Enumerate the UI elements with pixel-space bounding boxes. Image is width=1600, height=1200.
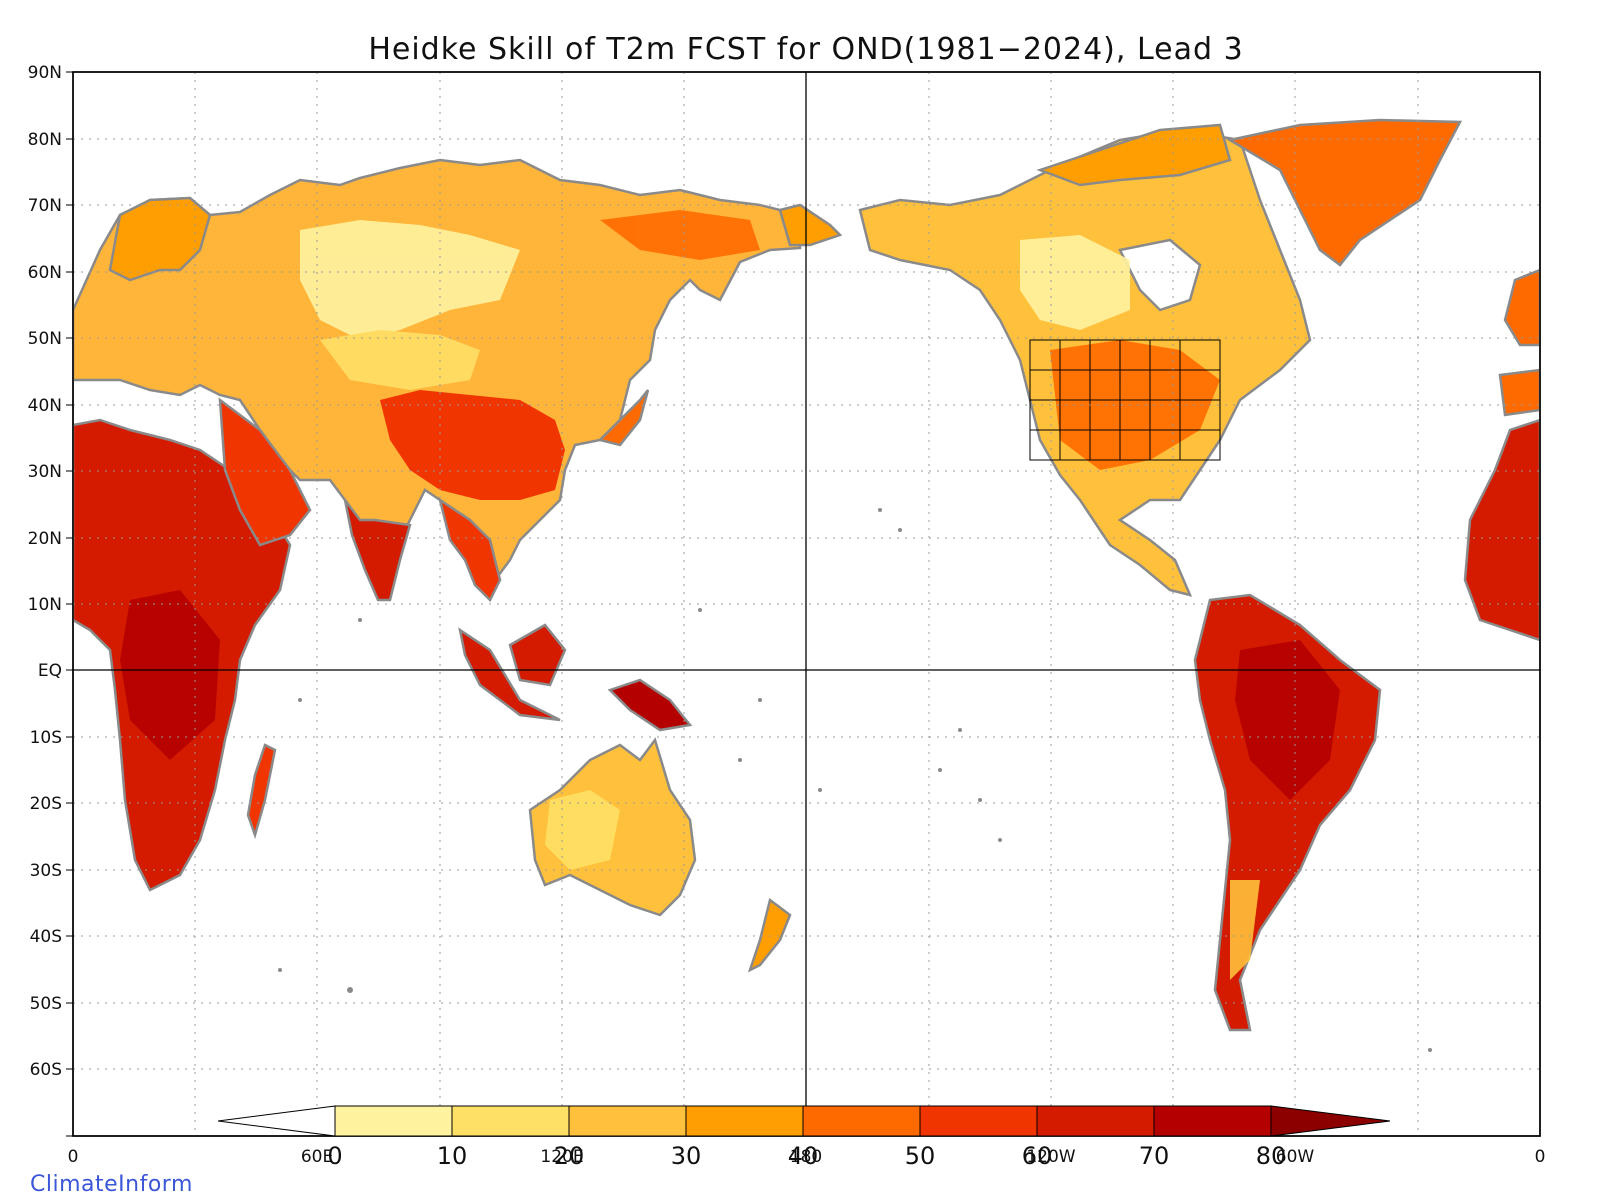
lat-label: 60S — [30, 1060, 62, 1080]
water-hudson-bay — [1118, 238, 1202, 312]
landmass-indonesia — [458, 623, 567, 722]
lat-label: 40S — [30, 927, 62, 947]
latitude-ticks — [66, 71, 73, 1137]
colorbar-bin — [1153, 1105, 1272, 1137]
landmass-se-asia — [438, 497, 502, 603]
colorbar-tick-label: 40 — [788, 1142, 819, 1170]
colorbar-bin — [568, 1105, 687, 1137]
lat-label: 20S — [30, 794, 62, 814]
lat-label: 60N — [28, 263, 62, 283]
lat-label: 30S — [30, 861, 62, 881]
latitude-labels: 90N 80N 70N 60N 50N 40N 30N 20N 10N EQ 1… — [28, 63, 62, 1080]
colorbar-tick-label: 20 — [554, 1142, 585, 1170]
lat-label: EQ — [38, 661, 62, 681]
colorbar-tick-label: 70 — [1139, 1142, 1170, 1170]
lon-label: 60E — [301, 1147, 333, 1167]
lat-label: 40N — [28, 396, 62, 416]
colorbar-bin — [919, 1105, 1038, 1137]
landmass-japan — [597, 389, 650, 447]
lon-label: 180 — [790, 1147, 822, 1167]
landmass-new-zealand — [747, 897, 792, 973]
colorbar-tick-label: 0 — [327, 1142, 342, 1170]
landmass-scandinavia — [108, 196, 212, 282]
lat-label: 70N — [28, 196, 62, 216]
lat-label: 10N — [28, 595, 62, 615]
brand-label: ClimateInform — [30, 1172, 193, 1197]
map-title: Heidke Skill of T2m FCST for OND(1981−20… — [368, 32, 1243, 67]
colorbar-tick-label: 60 — [1022, 1142, 1053, 1170]
landmass-arctic-islands — [1036, 123, 1232, 187]
colorbar-bin — [685, 1105, 804, 1137]
lat-label: 80N — [28, 130, 62, 150]
skill-texture — [120, 140, 1430, 980]
colorbar-bin — [1036, 1105, 1155, 1137]
landmass-new-guinea — [607, 678, 693, 732]
landmass-madagascar — [246, 743, 277, 840]
landmass-europe-east-edge — [1498, 268, 1540, 417]
colorbar-tick-label: 50 — [905, 1142, 936, 1170]
landmass-chukotka — [778, 203, 843, 247]
colorbar: 0 10 20 30 40 50 60 70 80 — [217, 1105, 1391, 1170]
landmass-india — [343, 499, 412, 602]
lat-label: 50S — [30, 994, 62, 1014]
lon-label: 0 — [68, 1147, 79, 1167]
colorbar-tick-label: 30 — [671, 1142, 702, 1170]
colorbar-tick-label: 80 — [1256, 1142, 1287, 1170]
us-states — [1029, 339, 1221, 461]
lon-label: 120W — [1026, 1147, 1075, 1167]
pacific-islands — [278, 508, 1432, 1052]
continents — [73, 118, 1540, 1052]
lat-label: 90N — [28, 63, 62, 83]
lat-label: 20N — [28, 529, 62, 549]
lat-label: 10S — [30, 728, 62, 748]
graticule — [73, 72, 1540, 1136]
lon-label: 60W — [1276, 1147, 1315, 1167]
colorbar-bin — [802, 1105, 921, 1137]
longitude-labels: 0 60E 120E 180 120W 60W 0 — [68, 1147, 1546, 1167]
colorbar-bin — [334, 1105, 453, 1137]
colorbar-bin — [451, 1105, 570, 1137]
colorbar-over-arrow — [1270, 1105, 1391, 1137]
landmass-arabia — [218, 397, 312, 547]
region-east-asia — [380, 390, 565, 500]
lon-label: 120E — [540, 1147, 583, 1167]
landmass-africa-east-edge — [1463, 418, 1540, 642]
colorbar-tick-label: 10 — [437, 1142, 468, 1170]
lat-label: 30N — [28, 462, 62, 482]
lat-label: 50N — [28, 329, 62, 349]
lon-label: 0 — [1535, 1147, 1546, 1167]
